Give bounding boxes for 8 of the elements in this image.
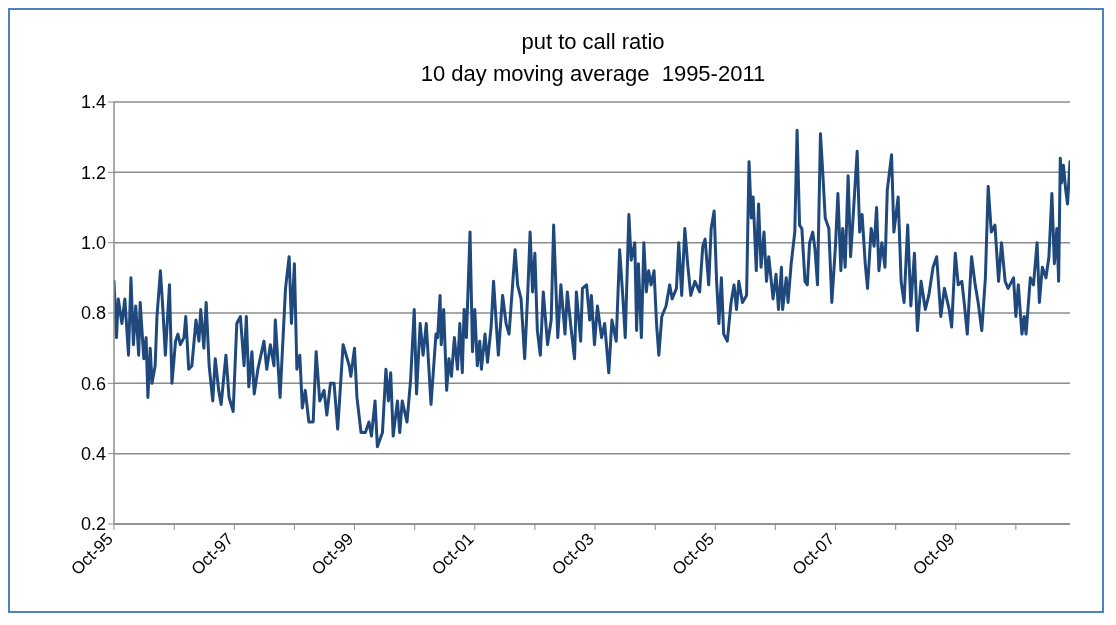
y-tick-label: 1.4 [80, 92, 106, 113]
chart-title: put to call ratio [520, 28, 666, 56]
y-tick-label: 0.6 [80, 373, 106, 394]
y-tick-label: 1.0 [80, 233, 106, 254]
chart-subtitle: 10 day moving average 1995-2011 [419, 60, 767, 88]
y-tick-label: 1.2 [80, 162, 106, 183]
y-tick-label: 0.4 [80, 444, 106, 465]
y-tick-label: 0.8 [80, 303, 106, 324]
